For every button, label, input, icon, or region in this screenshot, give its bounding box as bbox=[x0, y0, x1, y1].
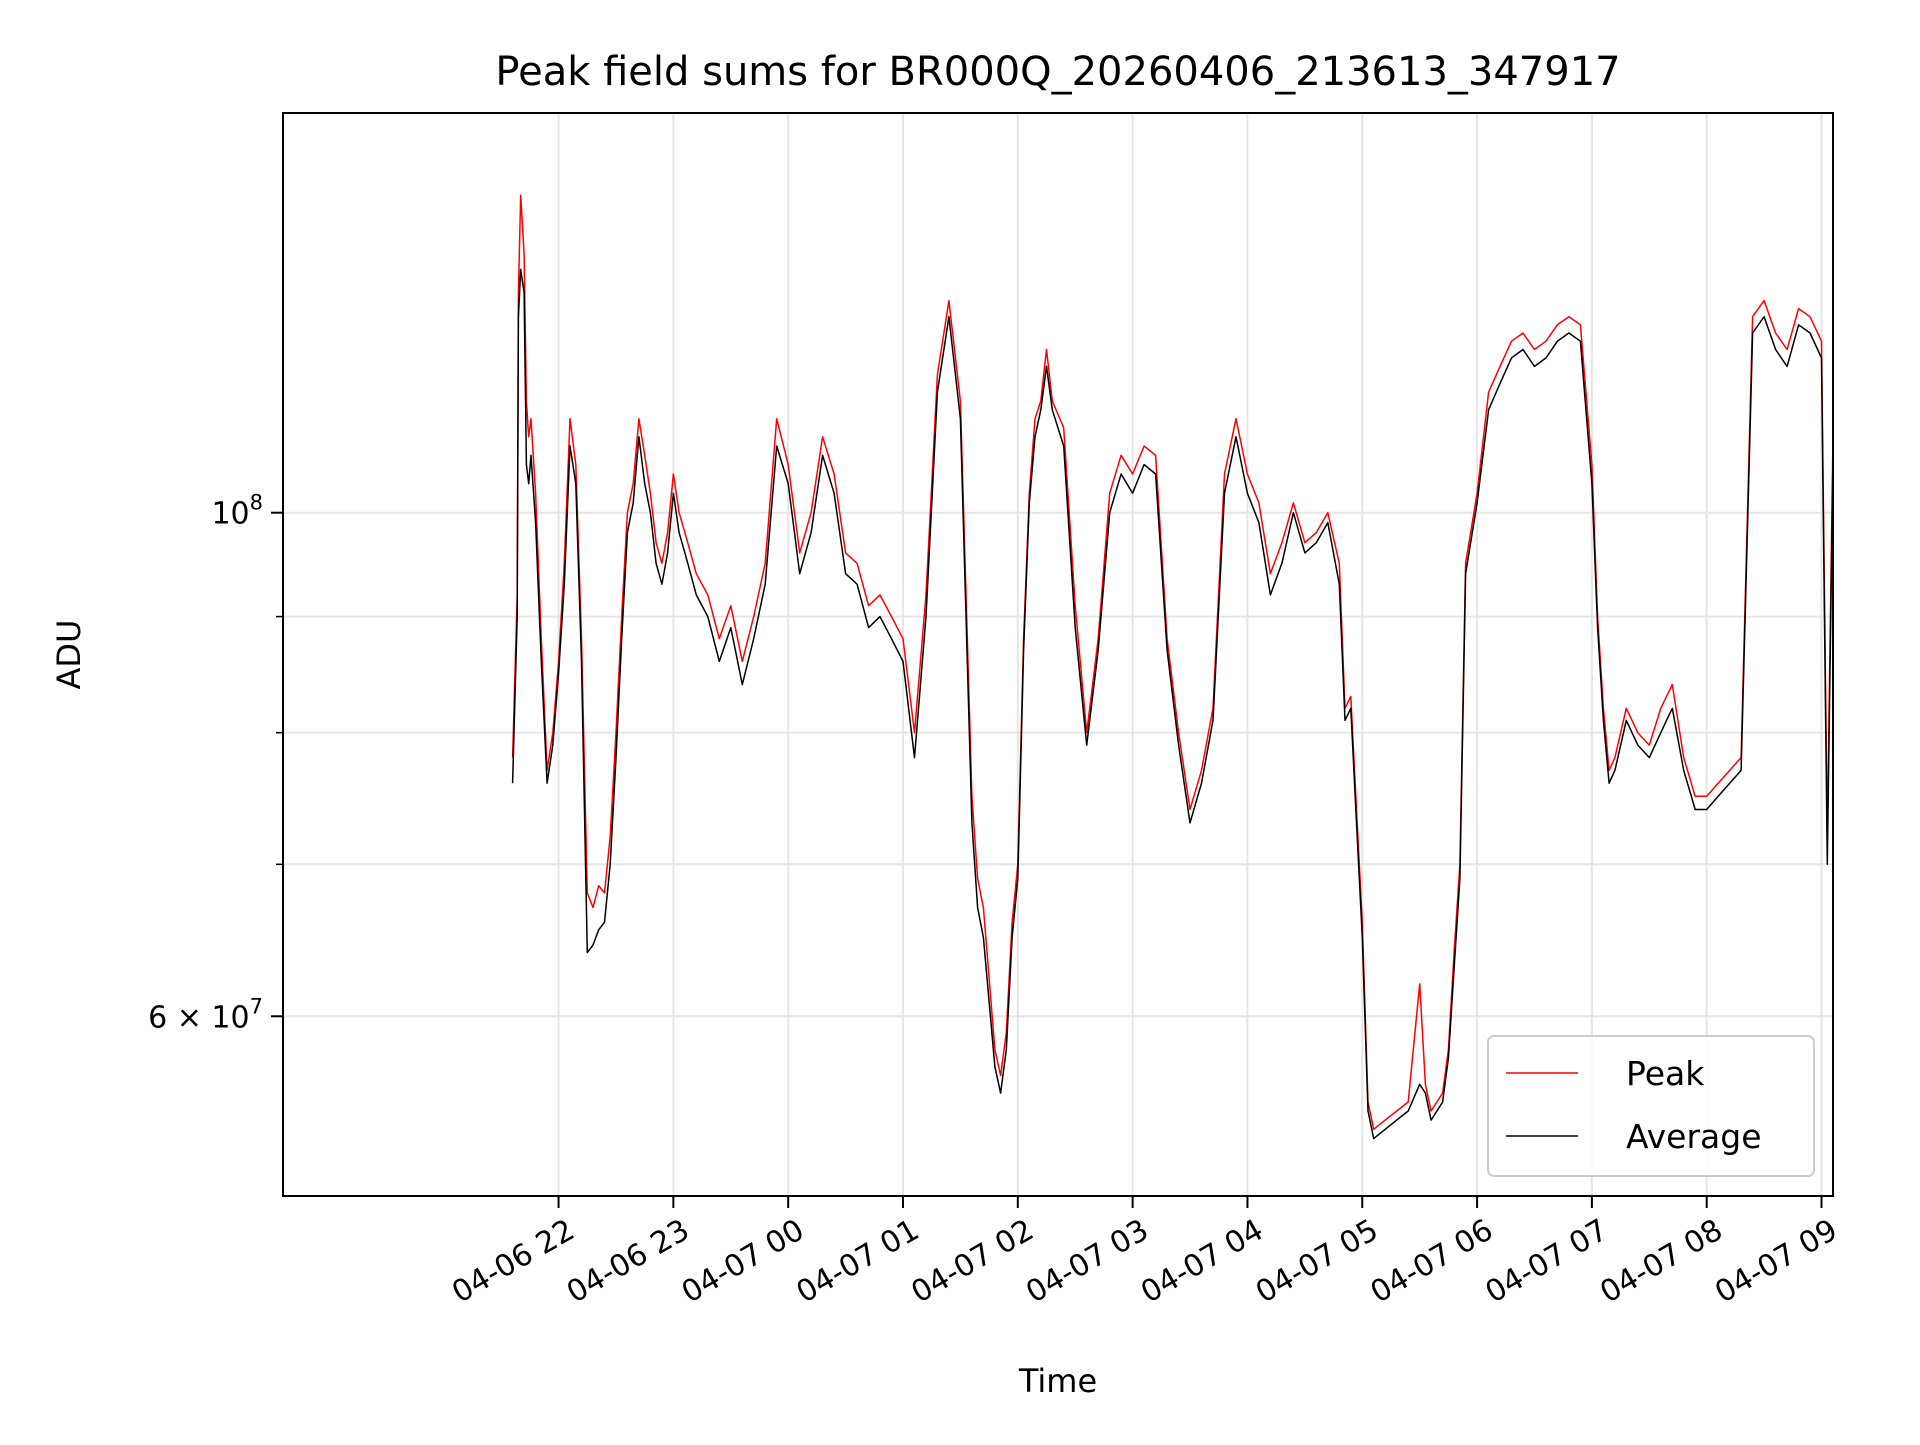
y-axis-label: ADU bbox=[50, 620, 88, 690]
x-axis-label: Time bbox=[1018, 1362, 1097, 1400]
legend-box bbox=[1487, 1035, 1815, 1177]
legend: Peak Average bbox=[1487, 1035, 1815, 1177]
series-line-average bbox=[511, 268, 1833, 1140]
plot-area-frame bbox=[282, 112, 1834, 1197]
legend-label-peak: Peak bbox=[1626, 1054, 1705, 1093]
grid-lines bbox=[283, 113, 1833, 1196]
y-tick-label: 6 × 107 bbox=[148, 994, 263, 1035]
series-layer bbox=[511, 194, 1833, 1140]
legend-label-average: Average bbox=[1626, 1117, 1762, 1156]
y-tick-label: 108 bbox=[211, 491, 263, 532]
y-axis-ticks: 6 × 107 108 bbox=[148, 491, 283, 1035]
chart-title: Peak field sums for BR000Q_20260406_2136… bbox=[495, 49, 1620, 95]
